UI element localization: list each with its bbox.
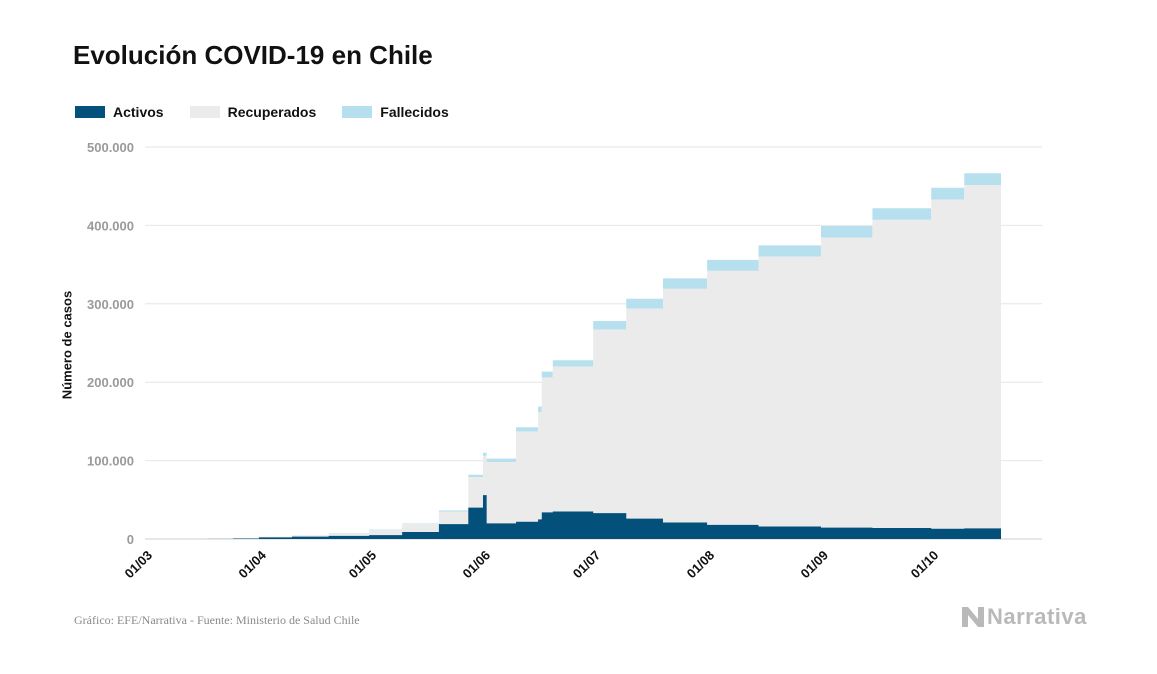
y-tick-label: 500.000 [87,140,134,155]
legend-label-fallecidos: Fallecidos [380,104,449,120]
legend-label-activos: Activos [113,104,164,120]
x-tick-label: 01/03 [122,548,156,582]
series-area-activos [152,495,1001,539]
legend-swatch-recuperados [189,106,220,118]
legend-item-recuperados: Recuperados [189,104,317,120]
x-tick-label: 01/09 [797,548,831,582]
x-tick-label: 01/10 [908,548,942,582]
brand-logo: Narrativa [962,604,1087,630]
legend-swatch-fallecidos [342,106,373,118]
x-tick-label: 01/05 [346,548,380,582]
y-tick-label: 0 [127,532,134,547]
brand-label: Narrativa [987,604,1087,629]
y-tick-label: 300.000 [87,297,134,312]
legend-item-fallecidos: Fallecidos [342,104,449,120]
narrativa-logo-icon [962,607,984,627]
legend: Activos Recuperados Fallecidos [75,104,475,120]
chart-title: Evolución COVID-19 en Chile [73,40,433,70]
x-tick-label: 01/06 [459,548,493,582]
legend-swatch-activos [75,106,105,118]
y-tick-label: 400.000 [87,218,134,233]
x-tick-label: 01/07 [570,548,604,582]
x-tick-label: 01/04 [235,547,269,581]
y-tick-label: 200.000 [87,375,134,390]
series-area-recuperados [152,175,1001,539]
source-footer: Gráfico: EFE/Narrativa - Fuente: Ministe… [74,613,360,627]
y-tick-label: 100.000 [87,454,134,469]
x-tick-label: 01/08 [684,548,718,582]
legend-item-activos: Activos [75,104,164,120]
legend-label-recuperados: Recuperados [227,104,317,120]
